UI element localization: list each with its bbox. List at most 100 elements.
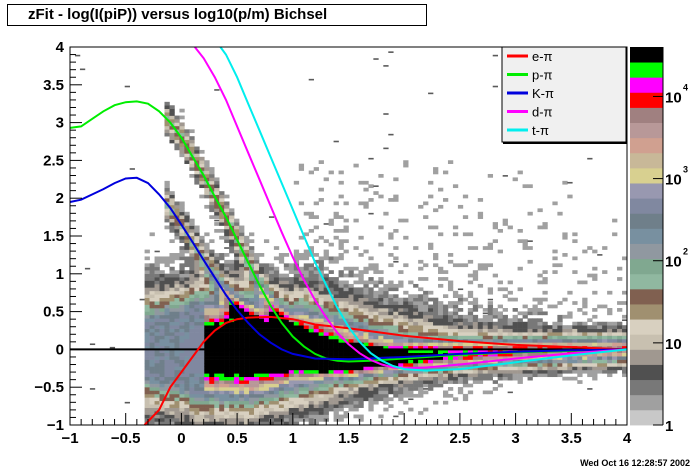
heat-cell (552, 263, 558, 268)
heat-cell (204, 380, 210, 384)
heat-cell (577, 332, 583, 336)
heat-cell (273, 404, 280, 408)
heat-cell (512, 318, 518, 323)
heat-cell (268, 318, 275, 323)
heat-cell (442, 335, 449, 340)
heat-cell (169, 356, 175, 360)
heat-cell (542, 332, 548, 336)
heat-cell (224, 280, 230, 285)
heat-cell (239, 387, 245, 391)
heat-cell (497, 280, 503, 285)
heat-cell (199, 301, 205, 305)
heat-cell (358, 273, 364, 278)
heat-cell (572, 321, 578, 326)
heat-cell (278, 400, 285, 405)
heat-cell (373, 335, 379, 340)
heat-cell (482, 325, 489, 329)
heat-cell (209, 321, 215, 326)
heat-cell (353, 325, 359, 329)
heat-cell (194, 253, 200, 257)
heat-cell (164, 383, 170, 388)
heat-cell (323, 362, 329, 367)
heat-cell (438, 311, 444, 316)
heat-cell (418, 304, 424, 309)
heat-cell (263, 352, 270, 357)
heat-cell (408, 373, 414, 378)
heat-cell (214, 407, 220, 412)
heat-cell (303, 390, 310, 395)
heat-cell (288, 349, 295, 353)
heat-cell (189, 149, 195, 154)
heat-cell (293, 387, 300, 391)
heat-cell (522, 304, 528, 309)
heat-cell (487, 173, 494, 178)
heat-cell (482, 312, 489, 315)
heat-cell (502, 314, 508, 319)
heat-cell (159, 270, 165, 274)
heat-cell (219, 366, 225, 371)
heat-cell (159, 304, 165, 309)
heat-cell (204, 414, 210, 419)
heat-cell (428, 318, 434, 323)
heat-cell (547, 345, 553, 350)
heat-cell (487, 332, 494, 336)
heat-cell (258, 417, 265, 422)
heat-cell (602, 362, 608, 367)
heat-cell (244, 387, 250, 391)
heat-cell (174, 122, 180, 127)
heat-cell (249, 308, 255, 312)
heat-cell (169, 321, 175, 326)
heat-cell (567, 376, 573, 381)
heat-cell (567, 325, 573, 329)
heat-cell (462, 397, 469, 402)
heat-cell (214, 369, 220, 374)
heat-cell (353, 246, 359, 250)
heat-cell (308, 314, 314, 319)
heat-cell (268, 280, 275, 285)
heat-cell (239, 380, 245, 384)
heat-cell (308, 332, 314, 336)
heat-cell (214, 366, 220, 371)
heat-cell (318, 311, 324, 316)
heat-cell (398, 304, 404, 309)
heat-cell (338, 369, 344, 374)
heat-cell (288, 376, 295, 381)
heat-cell (542, 277, 548, 281)
heat-cell (398, 301, 404, 305)
heat-cell (189, 273, 195, 278)
heat-cell (219, 294, 225, 299)
heat-cell (278, 253, 285, 257)
heat-cell (224, 421, 230, 426)
heat-cell (418, 393, 424, 398)
heat-cell (383, 328, 389, 333)
heat-cell (368, 325, 374, 329)
heat-cell (418, 376, 424, 381)
heat-cell (194, 373, 200, 378)
heat-cell (254, 411, 260, 415)
heat-cell (433, 400, 439, 405)
heat-cell (179, 314, 185, 319)
heat-cell (338, 280, 344, 285)
heat-cell (273, 297, 280, 302)
heat-cell (378, 314, 384, 319)
heat-cell (283, 280, 290, 285)
heat-cell (467, 342, 474, 347)
heat-cell (353, 376, 359, 381)
heat-cell (442, 318, 449, 323)
heat-cell (224, 335, 230, 340)
heat-cell (398, 338, 404, 343)
heat-cell (249, 411, 255, 415)
heat-cell (333, 373, 339, 378)
heat-cell (452, 397, 459, 402)
heat-cell (273, 421, 280, 426)
heat-cell (209, 249, 215, 254)
heat-cell (229, 215, 235, 219)
heat-cell (164, 119, 170, 123)
heat-cell (159, 273, 165, 278)
heat-cell (428, 242, 434, 247)
heat-cell (189, 297, 195, 302)
heat-cell (298, 359, 305, 364)
heat-cell (622, 366, 628, 371)
heat-cell (368, 349, 374, 353)
heat-cell (353, 345, 359, 350)
